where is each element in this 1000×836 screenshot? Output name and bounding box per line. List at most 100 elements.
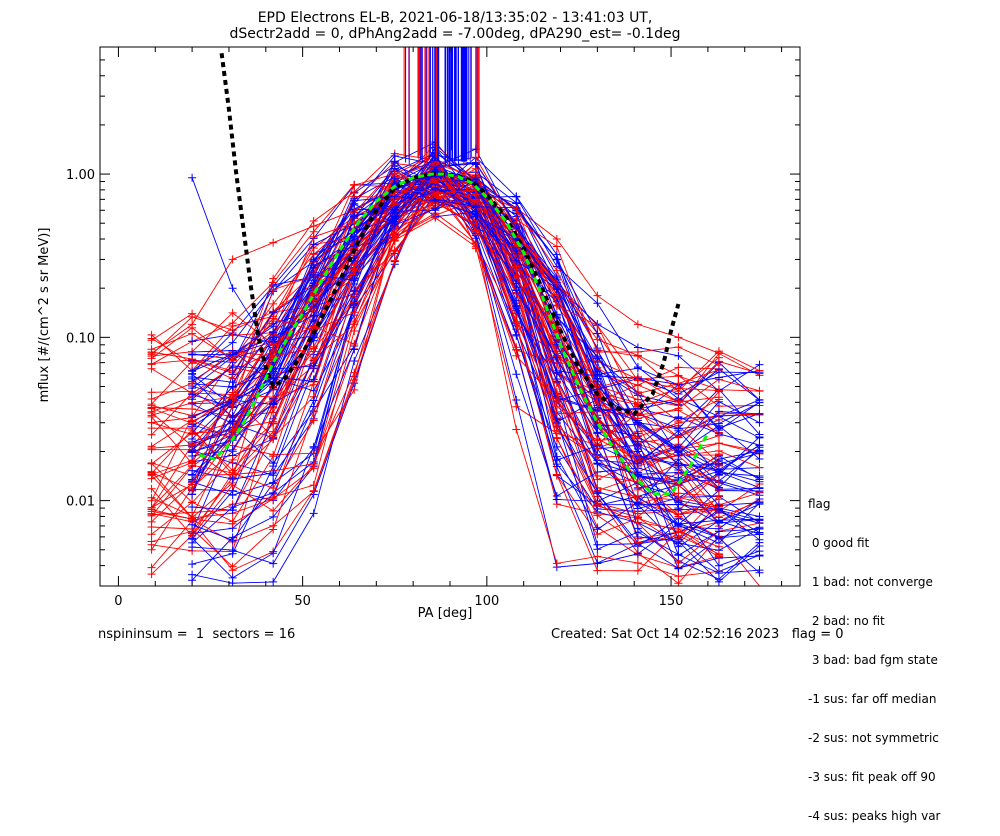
y-tick-label: 1.00 <box>66 168 95 183</box>
red-series-point <box>674 343 683 352</box>
blue-series-point <box>390 157 399 166</box>
legend-item-5: -2 sus: not symmetric <box>808 731 939 745</box>
blue-series-point <box>552 442 561 451</box>
red-series-point <box>512 215 521 224</box>
blue-series-point <box>674 351 683 360</box>
red-series-point <box>309 416 318 425</box>
blue-series-point <box>633 549 642 558</box>
red-series-point <box>593 345 602 354</box>
red-series-point <box>552 235 561 244</box>
legend-title: flag <box>808 497 831 511</box>
blue-series-point <box>633 420 642 429</box>
blue-series-point <box>228 536 237 545</box>
red-series-point <box>593 566 602 575</box>
blue-series-point <box>755 566 764 575</box>
red-series-point <box>674 531 683 540</box>
red-series-point <box>269 417 278 426</box>
red-series-line <box>151 174 720 542</box>
red-series-point <box>188 309 197 318</box>
blue-series-point <box>512 286 521 295</box>
red-series-point <box>633 320 642 329</box>
blue-series-point <box>755 418 764 427</box>
blue-series-point <box>755 433 764 442</box>
blue-series-point <box>674 504 683 513</box>
red-series-point <box>228 401 237 410</box>
blue-series-point <box>269 559 278 568</box>
red-series-point <box>755 488 764 497</box>
red-series-point <box>390 256 399 265</box>
blue-series-point <box>269 328 278 337</box>
red-series-point <box>147 400 156 409</box>
blue-series-point <box>714 519 723 528</box>
blue-series-point <box>350 356 359 365</box>
red-series-point <box>350 308 359 317</box>
blue-series-point <box>228 413 237 422</box>
red-series-point <box>350 264 359 273</box>
red-series-point <box>147 484 156 493</box>
red-series-point <box>674 489 683 498</box>
blue-series-point <box>593 299 602 308</box>
blue-series-point <box>228 475 237 484</box>
red-series-point <box>269 484 278 493</box>
red-series-point <box>593 552 602 561</box>
blue-series-point <box>714 368 723 377</box>
red-series-point <box>147 468 156 477</box>
legend-item-0: 0 good fit <box>808 536 870 550</box>
blue-series-point <box>552 366 561 375</box>
red-series-point <box>309 347 318 356</box>
red-series-point <box>147 563 156 572</box>
blue-series-point <box>228 549 237 558</box>
red-series-point <box>593 500 602 509</box>
red-series-point <box>269 285 278 294</box>
red-series-point <box>552 559 561 568</box>
red-series-point <box>552 266 561 275</box>
blue-series-point <box>593 368 602 376</box>
blue-series-point <box>552 375 561 384</box>
red-series-point <box>228 390 237 399</box>
blue-series-point <box>309 270 318 279</box>
y-tick-label: 0.10 <box>66 331 95 346</box>
red-series-point <box>188 486 197 495</box>
red-series-point <box>471 239 480 248</box>
red-series-line <box>151 188 760 392</box>
blue-series-point <box>188 466 197 475</box>
y-tick-label: 0.01 <box>66 495 95 510</box>
red-series-point <box>309 217 318 226</box>
footer-right: Created: Sat Oct 14 02:52:16 2023 flag =… <box>551 627 844 642</box>
red-series-point <box>269 314 278 323</box>
red-series-point <box>552 470 561 479</box>
blue-series-point <box>674 551 683 560</box>
blue-series-point <box>512 370 521 379</box>
blue-series-point <box>633 499 642 508</box>
blue-series-point <box>714 407 723 416</box>
blue-series-point <box>593 525 602 534</box>
red-series-point <box>390 247 399 256</box>
blue-series-point <box>633 444 642 453</box>
blue-series-point <box>512 302 521 311</box>
blue-series-point <box>188 560 197 569</box>
blue-series-point <box>755 525 764 534</box>
blue-series-point <box>228 378 237 387</box>
red-series-point <box>633 558 642 567</box>
red-series-point <box>593 511 602 520</box>
blue-series-point <box>471 203 480 212</box>
blue-series-point <box>593 441 602 450</box>
blue-series-point <box>593 545 602 554</box>
red-series-point <box>350 376 359 385</box>
red-series-point <box>188 428 197 437</box>
blue-series-point <box>471 160 480 169</box>
blue-series-point <box>512 396 521 405</box>
blue-series-point <box>309 509 318 518</box>
blue-series-point <box>390 205 399 214</box>
red-series-point <box>390 230 399 239</box>
blue-series-point <box>714 527 723 536</box>
blue-series-point <box>674 539 683 548</box>
red-series-point <box>147 530 156 539</box>
red-series-point <box>755 463 764 472</box>
red-series-point <box>674 418 683 427</box>
blue-series-point <box>431 183 440 192</box>
plot-area: 0 50 100 150 0.01 0.10 1.00 <box>66 46 801 609</box>
red-series-point <box>714 477 723 486</box>
green-fit-curve <box>199 172 710 496</box>
red-series-point <box>512 317 521 326</box>
